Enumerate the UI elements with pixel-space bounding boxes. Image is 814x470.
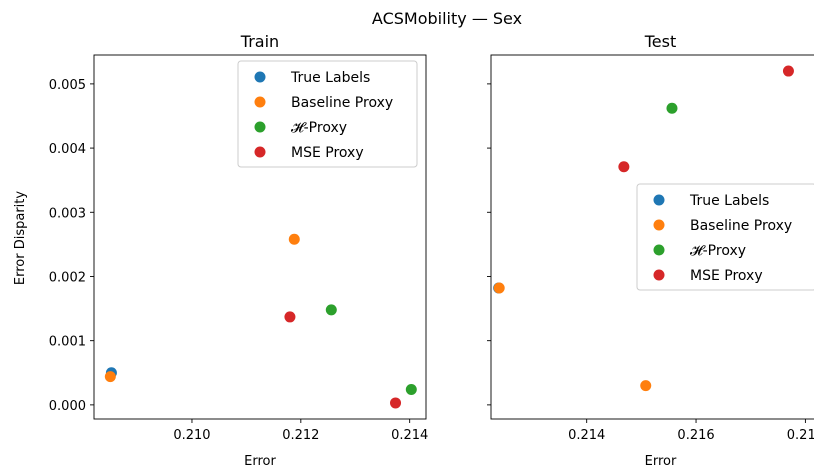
x-tick-label: 0.214 bbox=[391, 428, 428, 443]
legend-marker bbox=[254, 146, 266, 158]
legend-marker bbox=[254, 96, 266, 108]
x-axis-label: Error bbox=[645, 454, 677, 469]
legend-label: True Labels bbox=[290, 70, 370, 86]
x-axis-label: Error bbox=[244, 454, 276, 469]
y-tick-label: 0.002 bbox=[49, 270, 86, 285]
legend-box bbox=[237, 60, 418, 168]
y-tick-label: 0.001 bbox=[49, 335, 86, 350]
legend-label: Baseline Proxy bbox=[690, 218, 792, 234]
y-tick-label: 0.005 bbox=[49, 78, 86, 93]
legend-label: Baseline Proxy bbox=[291, 95, 393, 111]
panel-train: Train 0.210 0.212 0.214 0.000 0.001 0.002 0.003… bbox=[49, 32, 429, 469]
legend-label: MSE Proxy bbox=[291, 145, 364, 161]
y-tick-label: 0.004 bbox=[49, 142, 86, 157]
data-point bbox=[284, 311, 296, 323]
legend: True Labels Baseline Proxy 𝓗-Proxy MSE Prox… bbox=[636, 183, 814, 291]
legend-label: 𝓗-Proxy bbox=[690, 243, 746, 259]
data-point bbox=[104, 371, 116, 383]
legend-marker bbox=[653, 269, 665, 281]
data-point bbox=[782, 65, 794, 77]
panel-title: Test bbox=[644, 32, 677, 51]
legend-label: MSE Proxy bbox=[690, 268, 763, 284]
x-tick-label: 0.218 bbox=[787, 428, 814, 443]
data-point bbox=[666, 102, 678, 114]
data-point bbox=[618, 161, 630, 173]
plot-frame bbox=[93, 54, 427, 420]
legend-marker bbox=[653, 219, 665, 231]
legend-marker bbox=[653, 244, 665, 256]
data-point bbox=[325, 304, 337, 316]
y-tick-label: 0.003 bbox=[49, 206, 86, 221]
y-tick-label: 0.000 bbox=[49, 399, 86, 414]
x-tick-label: 0.210 bbox=[173, 428, 210, 443]
y-axis-label: Error Disparity bbox=[13, 191, 28, 285]
legend-marker bbox=[254, 71, 266, 83]
data-point bbox=[288, 233, 300, 245]
data-point bbox=[493, 282, 505, 294]
data-point bbox=[390, 397, 402, 409]
panel-test: Test 0.214 0.216 0.218 Error True Labels Basel… bbox=[487, 32, 814, 469]
plot-frame bbox=[490, 54, 814, 420]
legend-marker bbox=[653, 194, 665, 206]
legend: True Labels Baseline Proxy 𝓗-Proxy MSE Prox… bbox=[237, 60, 418, 168]
legend-label: 𝓗-Proxy bbox=[291, 120, 347, 136]
x-tick-label: 0.214 bbox=[568, 428, 605, 443]
legend-label: True Labels bbox=[689, 193, 769, 209]
figure-title: ACSMobility — Sex bbox=[372, 9, 522, 28]
x-tick-label: 0.212 bbox=[282, 428, 319, 443]
data-point bbox=[640, 380, 652, 392]
panels: Train 0.210 0.212 0.214 0.000 0.001 0.002 0.003… bbox=[49, 32, 814, 469]
panel-title: Train bbox=[240, 32, 279, 51]
x-tick-label: 0.216 bbox=[677, 428, 714, 443]
legend-box bbox=[636, 183, 814, 291]
legend-marker bbox=[254, 121, 266, 133]
data-point bbox=[405, 383, 417, 395]
